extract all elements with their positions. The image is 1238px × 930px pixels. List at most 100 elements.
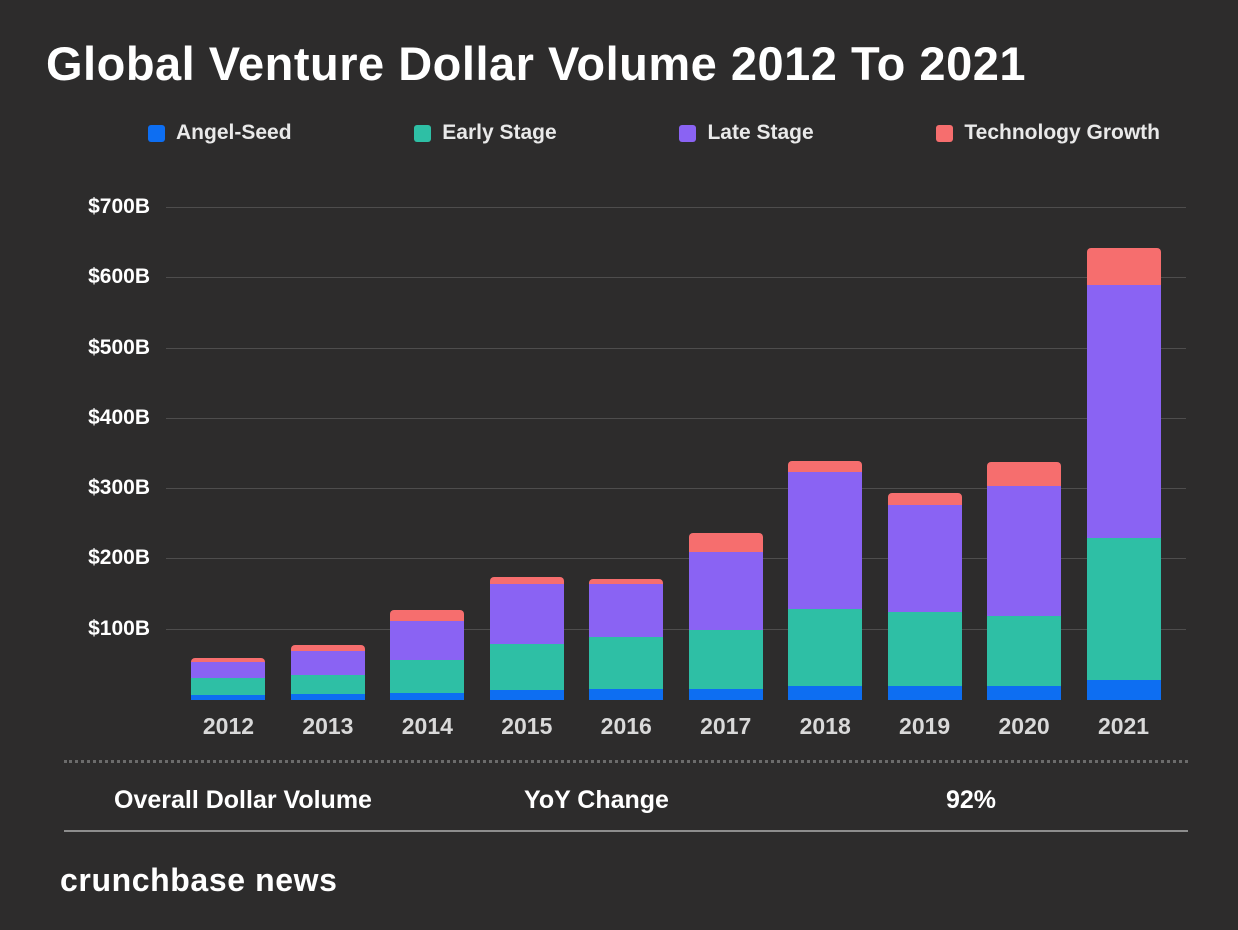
- x-axis-labels: 2012 2013 2014 2015 2016 2017 2018 2019 2020 2021: [166, 706, 1186, 740]
- crunchbase-news-logo: crunchbase news: [60, 862, 338, 898]
- x-tick-label-2021: 2021: [1097, 713, 1150, 739]
- bar-segment-technology_growth: [489, 577, 564, 585]
- x-tick-label-2015: 2015: [501, 713, 553, 739]
- bar-segment-early_stage: [589, 636, 664, 690]
- bar-segment-late_stage: [489, 584, 564, 644]
- dotted-divider: [64, 760, 1188, 763]
- solid-divider: [64, 830, 1188, 832]
- plot-area: $700B $600B $500B $400B $300B $200B $100B: [88, 195, 1186, 700]
- stacked-bar-2014: [390, 610, 465, 700]
- y-tick-label: $400B: [88, 405, 150, 429]
- stacked-bar-2015: [489, 577, 564, 700]
- x-tick-label-2017: 2017: [700, 713, 752, 739]
- gridline-100: $100B: [88, 617, 1186, 640]
- x-tick-label-2018: 2018: [799, 713, 851, 739]
- bar-segment-technology_growth: [788, 461, 863, 472]
- legend-swatch-icon: [936, 124, 954, 142]
- bar-segment-early_stage: [688, 629, 763, 689]
- bar-segment-late_stage: [987, 485, 1062, 616]
- yoy-change-value: 92%: [946, 786, 997, 814]
- legend-swatch-icon: [679, 124, 697, 142]
- bar-segment-early_stage: [489, 643, 564, 691]
- legend-item-late-stage: Late Stage: [679, 121, 814, 145]
- stacked-bar-2020: [987, 462, 1062, 700]
- stacked-bar-2021: [1086, 248, 1161, 700]
- bar-chart: $700B $600B $500B $400B $300B $200B $100B 2012…: [48, 195, 1190, 740]
- gridline-300: $300B: [88, 476, 1186, 499]
- bar-segment-technology_growth: [191, 657, 266, 663]
- x-tick-label-2012: 2012: [202, 713, 255, 739]
- legend-item-early-stage: Early Stage: [414, 121, 557, 145]
- y-tick-label: $500B: [88, 335, 150, 359]
- legend: Angel-Seed Early Stage Late Stage Technolog…: [148, 121, 1160, 145]
- bar-segment-technology_growth: [1086, 248, 1161, 286]
- bar-segment-late_stage: [788, 471, 863, 609]
- y-tick-label: $300B: [88, 476, 150, 500]
- bar-segment-late_stage: [290, 650, 365, 675]
- legend-label: Late Stage: [707, 121, 814, 144]
- bar-segment-late_stage: [390, 621, 465, 660]
- bar-segment-early_stage: [887, 612, 962, 686]
- y-tick-label: $200B: [88, 546, 150, 570]
- legend-label: Early Stage: [442, 121, 557, 144]
- legend-item-angel-seed: Angel-Seed: [148, 121, 292, 145]
- bar-segment-technology_growth: [987, 462, 1062, 486]
- bars-container: [166, 208, 1186, 700]
- bar-segment-late_stage: [1086, 285, 1161, 539]
- overall-dollar-volume-label: Overall Dollar Volume: [114, 786, 372, 814]
- bar-segment-angel_seed: [1086, 679, 1161, 700]
- stacked-bar-2019: [887, 492, 962, 700]
- bar-segment-technology_growth: [390, 610, 465, 622]
- bar-segment-angel_seed: [589, 689, 664, 700]
- bar-segment-angel_seed: [390, 692, 465, 700]
- bar-segment-angel_seed: [290, 694, 365, 700]
- legend-swatch-icon: [414, 124, 432, 142]
- legend-item-technology-growth: Technology Growth: [936, 121, 1160, 145]
- bar-segment-late_stage: [688, 552, 763, 630]
- x-tick-label-2016: 2016: [600, 713, 652, 739]
- bar-segment-angel_seed: [688, 688, 763, 700]
- bar-segment-early_stage: [191, 678, 266, 696]
- stacked-bar-2018: [788, 461, 863, 700]
- bar-segment-late_stage: [887, 504, 962, 613]
- legend-label: Angel-Seed: [176, 121, 292, 144]
- x-tick-label-2020: 2020: [998, 713, 1050, 739]
- x-tick-label-2019: 2019: [899, 713, 951, 739]
- bar-segment-technology_growth: [688, 532, 763, 553]
- yoy-change-label: YoY Change: [524, 786, 669, 814]
- gridline-500: $500B: [88, 336, 1186, 359]
- legend-label: Technology Growth: [964, 121, 1160, 144]
- bar-segment-angel_seed: [887, 685, 962, 700]
- bar-segment-angel_seed: [788, 685, 863, 700]
- chart-title: Global Venture Dollar Volume 2012 To 202…: [46, 37, 1026, 90]
- bar-segment-early_stage: [788, 608, 863, 686]
- x-tick-label-2013: 2013: [302, 713, 354, 739]
- gridline-200: $200B: [88, 546, 1186, 569]
- bar-segment-angel_seed: [987, 685, 1062, 700]
- gridline-700: $700B: [88, 195, 1186, 218]
- bar-segment-angel_seed: [489, 690, 564, 700]
- y-tick-label: $600B: [88, 265, 150, 289]
- bar-segment-technology_growth: [589, 579, 664, 585]
- stacked-bar-2012: [191, 657, 266, 700]
- y-tick-label: $700B: [88, 195, 150, 218]
- bar-segment-late_stage: [589, 584, 664, 637]
- gridline-400: $400B: [88, 406, 1186, 429]
- bar-segment-early_stage: [1086, 538, 1161, 680]
- bar-segment-late_stage: [191, 662, 266, 679]
- bar-segment-angel_seed: [191, 695, 266, 700]
- bar-segment-early_stage: [290, 674, 365, 695]
- stacked-bar-2013: [290, 645, 365, 700]
- legend-swatch-icon: [148, 124, 165, 142]
- stacked-bar-2017: [688, 532, 763, 700]
- x-tick-label-2014: 2014: [401, 713, 453, 739]
- stacked-bar-2016: [589, 579, 664, 700]
- bar-segment-early_stage: [987, 615, 1062, 686]
- summary-row: Overall Dollar Volume YoY Change 92%: [0, 786, 1238, 826]
- bar-segment-technology_growth: [290, 645, 365, 651]
- gridline-600: $600B: [88, 265, 1186, 288]
- bar-segment-technology_growth: [887, 492, 962, 505]
- bar-segment-early_stage: [390, 659, 465, 693]
- y-tick-label: $100B: [88, 616, 150, 640]
